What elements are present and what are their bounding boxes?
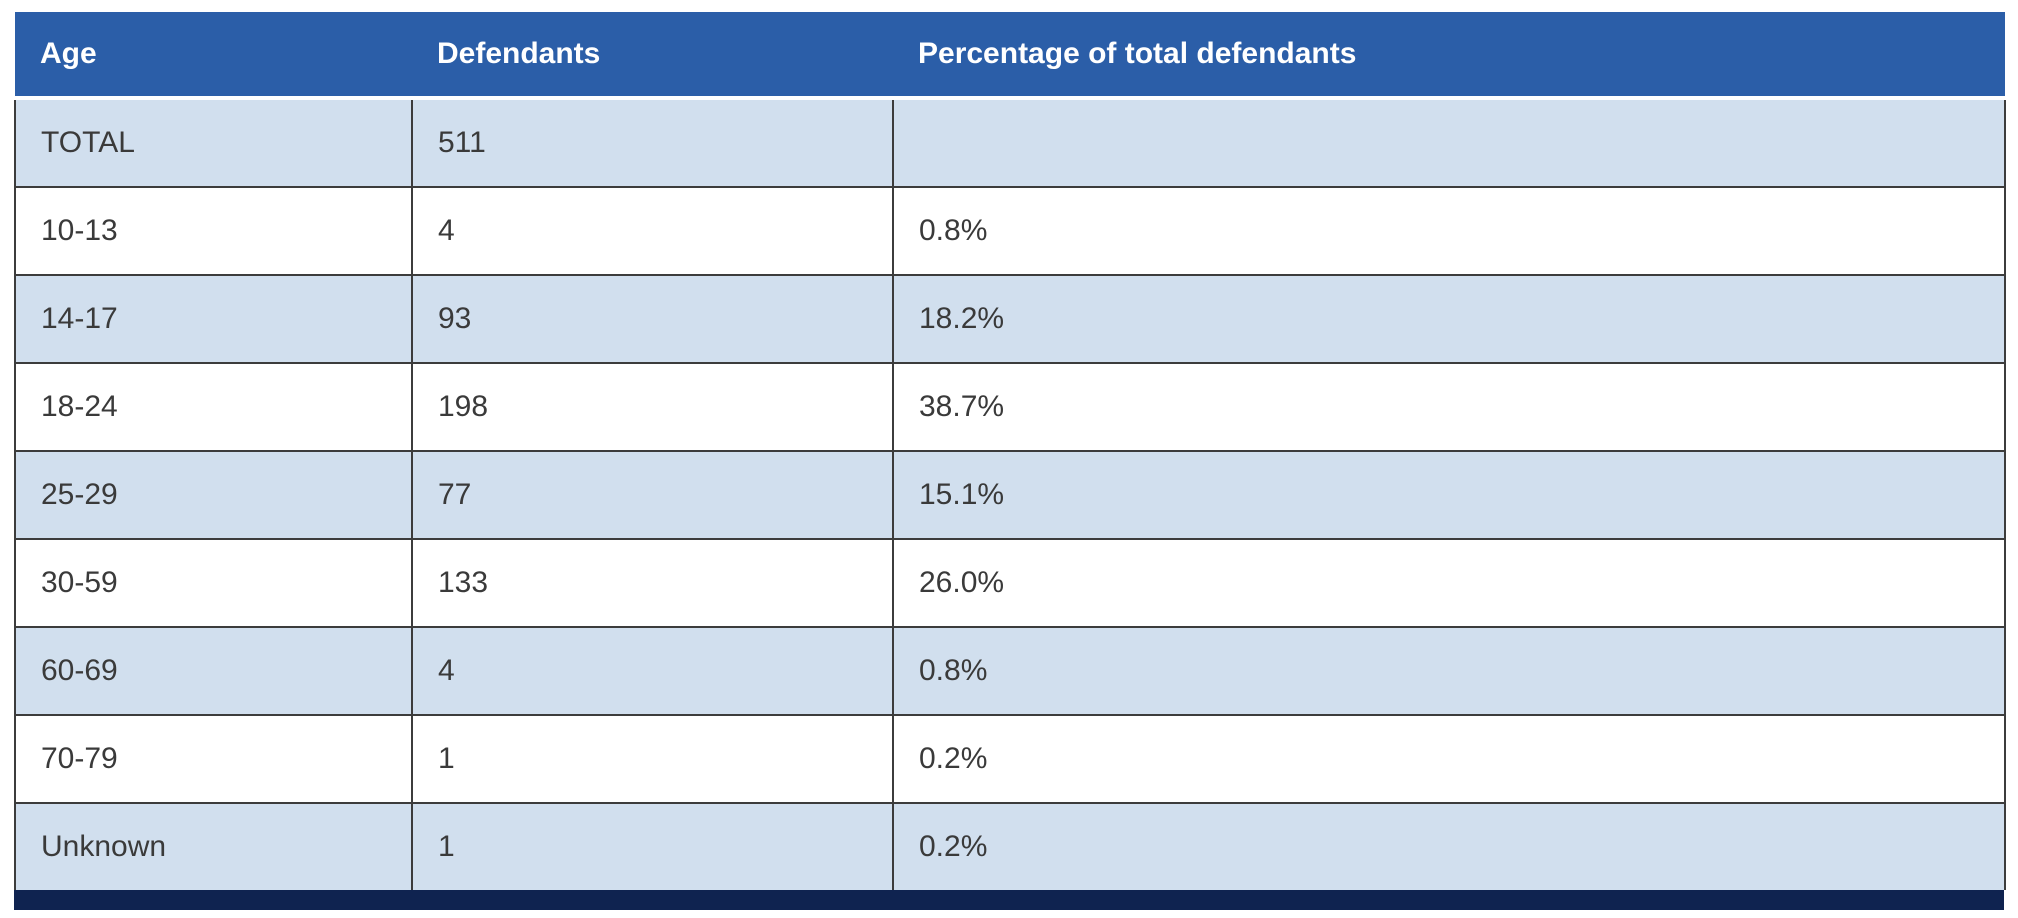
cell-defendants: 77 [411, 450, 894, 540]
cell-age: 10-13 [14, 186, 413, 276]
table-row: 18-24 198 38.7% [14, 362, 2006, 452]
table-row: 60-69 4 0.8% [14, 626, 2006, 716]
cell-percentage: 26.0% [892, 538, 2006, 628]
table-row: 10-13 4 0.8% [14, 186, 2006, 276]
cell-percentage [892, 98, 2006, 188]
cell-age: 30-59 [14, 538, 413, 628]
header-percentage: Percentage of total defendants [893, 12, 2005, 100]
cell-age: 70-79 [14, 714, 413, 804]
cell-age: 14-17 [14, 274, 413, 364]
cell-percentage: 15.1% [892, 450, 2006, 540]
table-row: Unknown 1 0.2% [14, 802, 2006, 890]
cell-defendants: 93 [411, 274, 894, 364]
cell-age: TOTAL [14, 98, 413, 188]
cell-age: Unknown [14, 802, 413, 890]
cell-defendants: 1 [411, 714, 894, 804]
cell-defendants: 4 [411, 626, 894, 716]
header-age: Age [15, 12, 412, 100]
cell-percentage: 0.8% [892, 626, 2006, 716]
cell-defendants: 133 [411, 538, 894, 628]
defendants-age-table-container: Age Defendants Percentage of total defen… [14, 12, 2006, 910]
cell-percentage: 0.2% [892, 714, 2006, 804]
table-row: 14-17 93 18.2% [14, 274, 2006, 364]
table-row-total: TOTAL 511 [14, 98, 2006, 188]
cell-defendants: 198 [411, 362, 894, 452]
cell-percentage: 18.2% [892, 274, 2006, 364]
defendants-age-table: Age Defendants Percentage of total defen… [14, 12, 2006, 890]
table-header-row: Age Defendants Percentage of total defen… [15, 12, 2005, 100]
header-defendants: Defendants [412, 12, 893, 100]
table-row: 70-79 1 0.2% [14, 714, 2006, 804]
cell-defendants: 511 [411, 98, 894, 188]
table-row: 30-59 133 26.0% [14, 538, 2006, 628]
cell-age: 18-24 [14, 362, 413, 452]
cell-age: 25-29 [14, 450, 413, 540]
cell-defendants: 1 [411, 802, 894, 890]
cell-age: 60-69 [14, 626, 413, 716]
table-footer-bar [14, 890, 2004, 910]
cell-percentage: 0.8% [892, 186, 2006, 276]
cell-defendants: 4 [411, 186, 894, 276]
cell-percentage: 38.7% [892, 362, 2006, 452]
cell-percentage: 0.2% [892, 802, 2006, 890]
table-row: 25-29 77 15.1% [14, 450, 2006, 540]
